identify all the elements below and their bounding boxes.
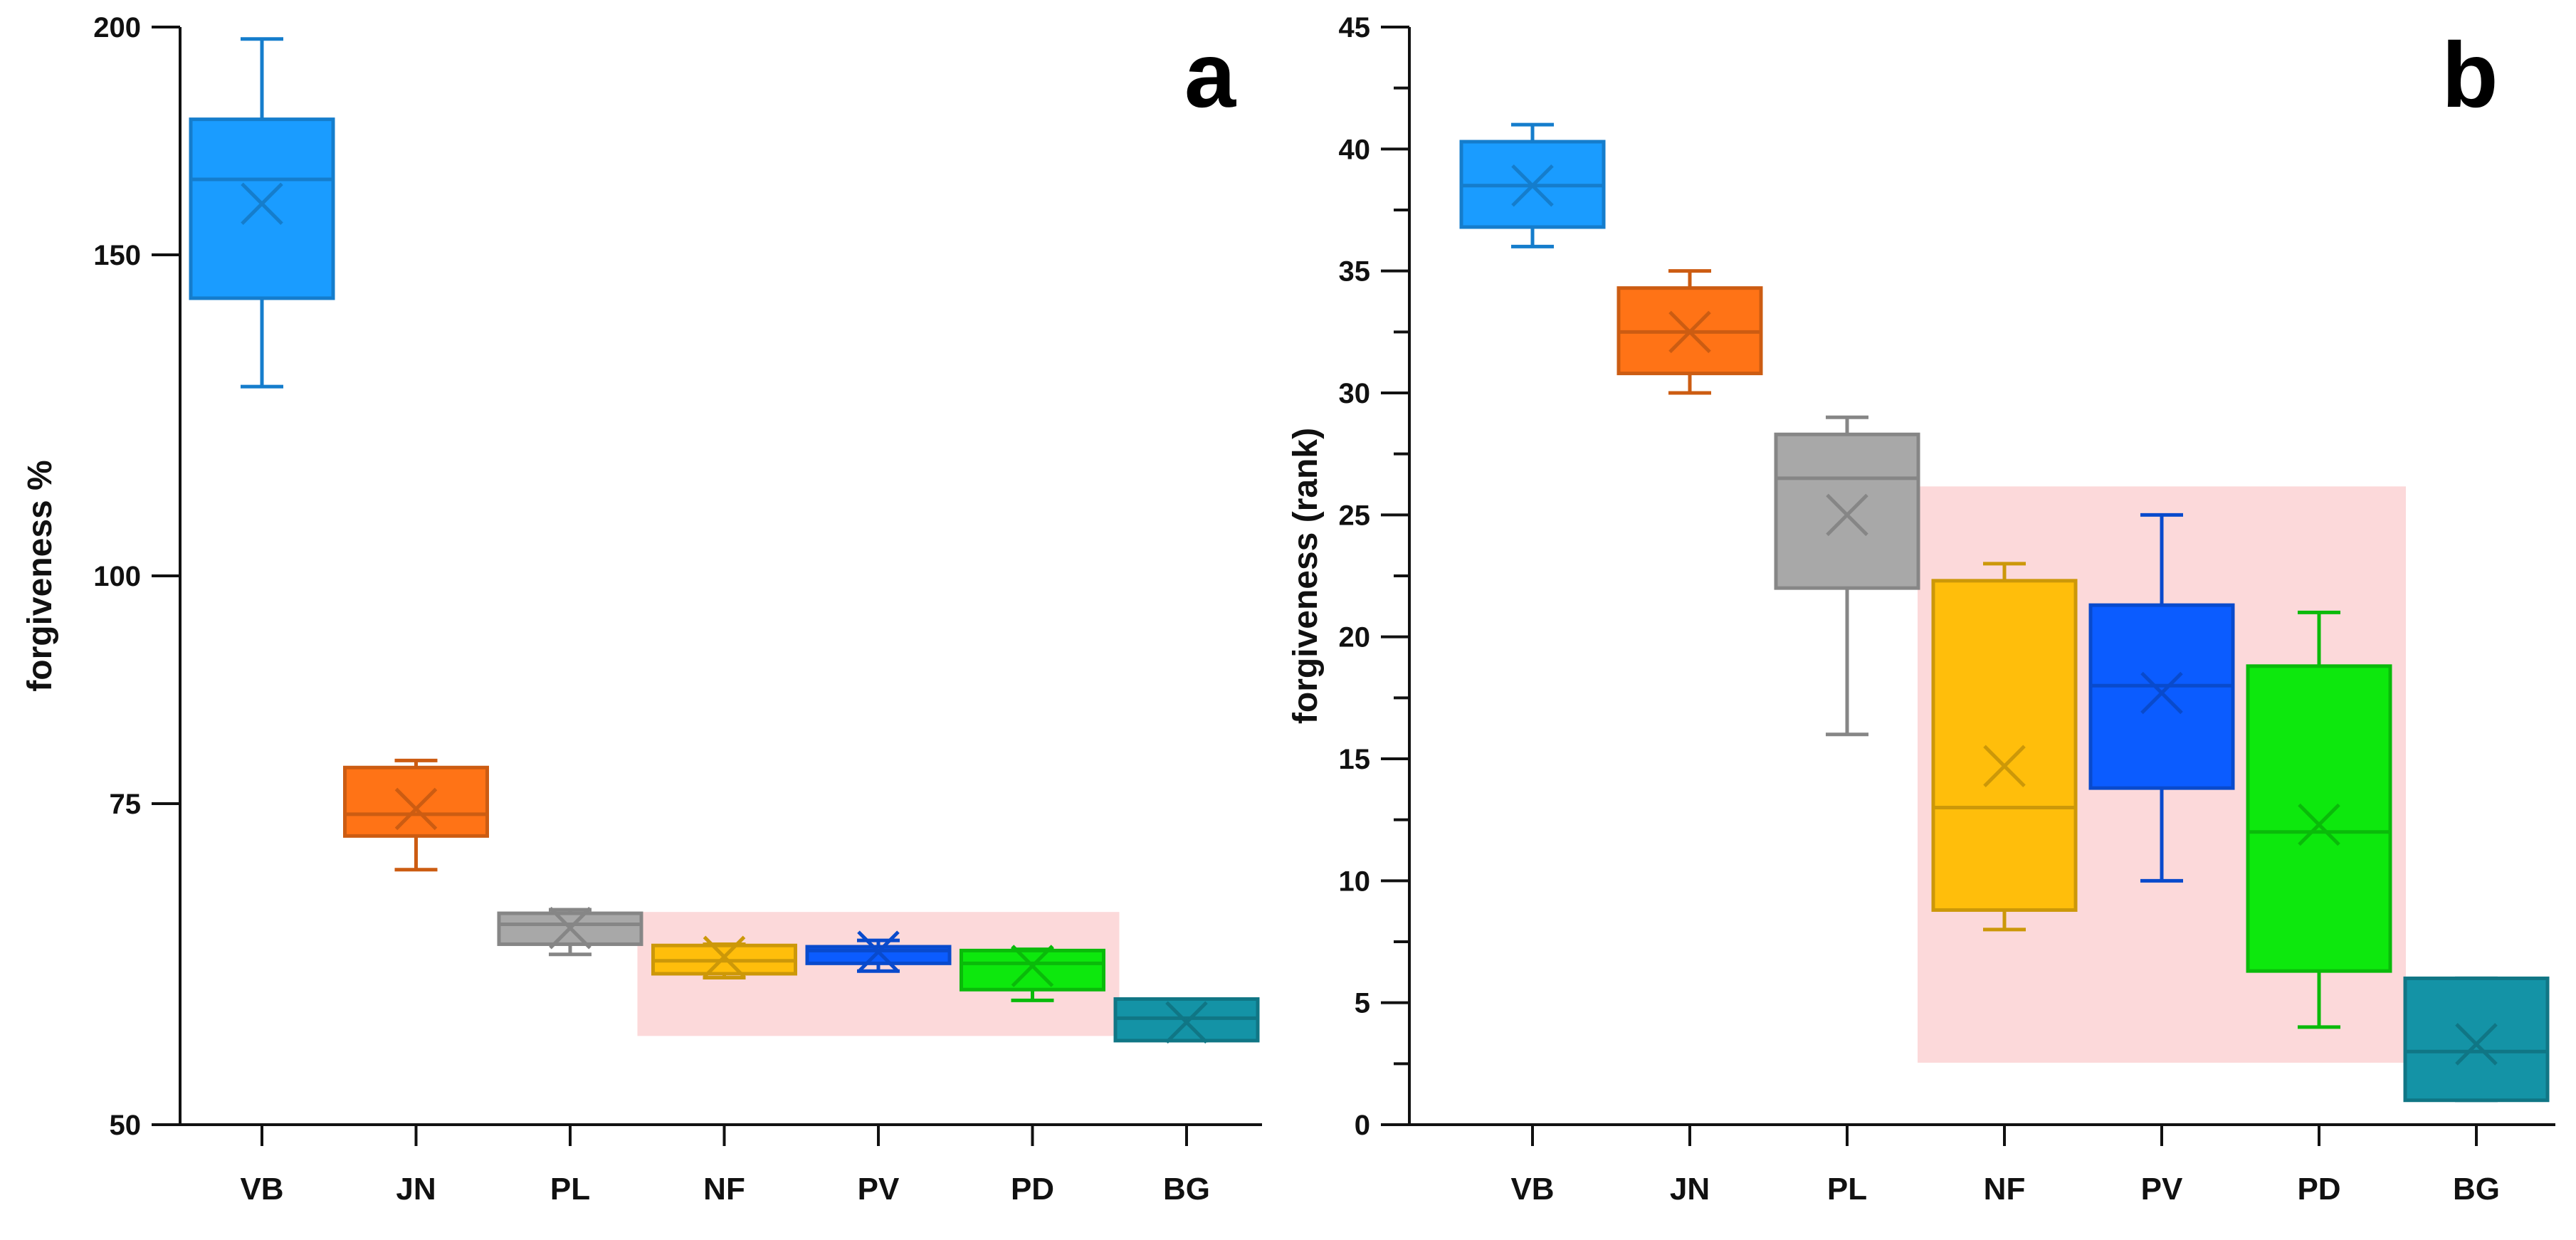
panel-b-y-tick-label: 0 (1355, 1110, 1370, 1141)
mean-marker (703, 935, 746, 979)
mean-marker (857, 930, 900, 973)
panel-b-panel-letter: b (2441, 23, 2498, 127)
iqr-box (189, 117, 335, 300)
panel-b-y-tick-label: 10 (1339, 866, 1371, 897)
iqr-box (2088, 603, 2235, 790)
panel-a-chart: 50 75 100 150 200 forgiveness % a VB JN PL NF PV PD B… (21, 12, 1262, 1207)
panel-a-box-jn (343, 758, 489, 872)
panel-a-y-tick-label: 100 (93, 561, 141, 592)
panel-a-y-tick-label: 150 (93, 240, 141, 271)
panel-b-y-tick-label: 45 (1339, 12, 1371, 43)
panel-b-y-tick-label: 30 (1339, 378, 1371, 409)
mean-marker (241, 182, 283, 225)
panel-a-box-vb (189, 37, 335, 389)
panel-b-box-jn (1616, 269, 1763, 395)
panel-b-x-tick-label: VB (1510, 1172, 1554, 1207)
panel-b-box-bg (2403, 976, 2550, 1103)
panel-b-box-vb (1459, 122, 1606, 248)
panel-b-x-tick-label: PV (2141, 1172, 2183, 1207)
panel-a-y-tick-label: 200 (93, 12, 141, 43)
panel-b-y-tick-label: 40 (1339, 134, 1371, 165)
mean-marker (2455, 1023, 2498, 1066)
panel-b-y-tick-label: 15 (1339, 744, 1371, 775)
panel-a-box-bg (1113, 997, 1260, 1044)
panel-a-x-tick-label: PL (550, 1172, 590, 1207)
panel-b-x-tick-label: JN (1670, 1172, 1710, 1207)
panel-a-x-tick-label: BG (1163, 1172, 1210, 1207)
mean-marker (1011, 945, 1054, 987)
panel-b-y-tick-label: 25 (1339, 500, 1371, 531)
panel-a-x-tick-label: VB (240, 1172, 283, 1207)
iqr-box (2246, 664, 2392, 973)
panel-b-x-tick-label: PD (2297, 1172, 2340, 1207)
panel-b-box-pv (2088, 513, 2235, 883)
panel-a-box-pv (805, 930, 952, 973)
panel-b-chart: 0 5 10 15 20 25 30 35 40 45 forgiveness (rank) b VB J… (1287, 12, 2555, 1207)
panel-b-y-tick-label: 20 (1339, 622, 1371, 653)
panel-a-x-tick-label: NF (703, 1172, 745, 1207)
iqr-box (2403, 976, 2550, 1103)
mean-marker (394, 787, 438, 831)
panel-a-x-tick-label: PV (858, 1172, 900, 1207)
mean-marker (1668, 310, 1711, 354)
panel-b-x-tick-label: BG (2453, 1172, 2500, 1207)
panel-a-box-nf (651, 935, 797, 979)
panel-b-box-nf (1931, 562, 2078, 932)
panel-b-x-tick-label: PL (1827, 1172, 1867, 1207)
panel-b-y-tick-label: 5 (1355, 988, 1370, 1019)
mean-marker (1511, 164, 1554, 207)
mean-marker (2140, 671, 2183, 715)
mean-marker (1983, 745, 2026, 788)
mean-marker (1165, 1001, 1208, 1044)
iqr-box (343, 765, 489, 838)
panel-b-y-axis-title: forgiveness (rank) (1287, 428, 1325, 724)
panel-b-box-pl (1774, 415, 1920, 737)
panel-a-x-tick-label: JN (396, 1172, 436, 1207)
panel-a-x-tick-label: PD (1011, 1172, 1054, 1207)
iqr-box (960, 948, 1105, 992)
panel-b-box-pd (2246, 610, 2392, 1029)
panel-a-y-tick-label: 50 (110, 1110, 142, 1141)
mean-marker (1826, 493, 1868, 537)
panel-a-y-tick-label: 75 (110, 789, 142, 820)
iqr-box (1774, 432, 1920, 590)
panel-a-y-axis-title: forgiveness % (21, 460, 59, 691)
mean-marker (2298, 803, 2340, 846)
panel-a-panel-letter: a (1184, 23, 1237, 127)
mean-marker (549, 906, 592, 950)
panel-b-y-tick-label: 35 (1339, 256, 1371, 288)
iqr-box (1931, 579, 2078, 912)
panel-a-box-pd (960, 945, 1105, 1002)
panel-b-x-tick-label: NF (1984, 1172, 2026, 1207)
panel-a-box-pl (497, 906, 643, 957)
